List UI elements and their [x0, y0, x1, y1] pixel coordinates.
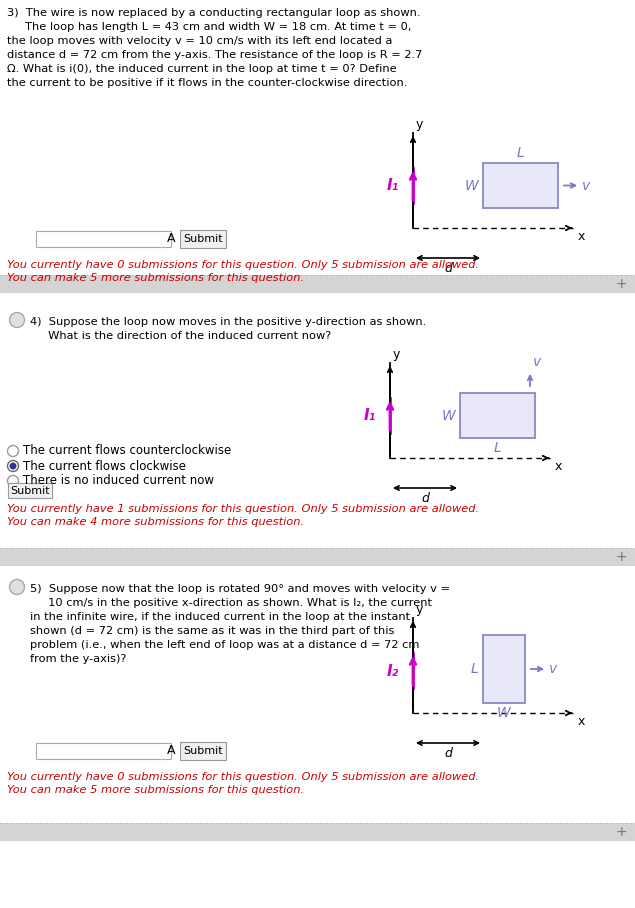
Text: d: d — [421, 492, 429, 505]
Circle shape — [10, 580, 24, 594]
Bar — [180, 742, 226, 760]
Bar — [483, 163, 558, 208]
Text: W: W — [464, 179, 478, 192]
Circle shape — [8, 476, 18, 487]
Text: W: W — [441, 409, 455, 422]
Text: What is the direction of the induced current now?: What is the direction of the induced cur… — [30, 331, 331, 341]
Text: The current flows clockwise: The current flows clockwise — [23, 459, 186, 472]
Text: x: x — [578, 715, 585, 728]
Text: +: + — [615, 277, 627, 291]
Text: v: v — [533, 355, 541, 369]
Text: y: y — [393, 348, 401, 361]
Text: You currently have 0 submissions for this question. Only 5 submission are allowe: You currently have 0 submissions for thi… — [7, 260, 479, 270]
Text: distance d = 72 cm from the y-axis. The resistance of the loop is R = 2.7: distance d = 72 cm from the y-axis. The … — [7, 50, 422, 60]
Text: W: W — [497, 706, 511, 720]
Text: You currently have 1 submissions for this question. Only 5 submission are allowe: You currently have 1 submissions for thi… — [7, 504, 479, 514]
Text: in the infinite wire, if the induced current in the loop at the instant: in the infinite wire, if the induced cur… — [30, 612, 410, 622]
Text: from the y-axis)?: from the y-axis)? — [30, 654, 126, 664]
Text: A: A — [166, 744, 175, 756]
Text: d: d — [444, 262, 452, 275]
Bar — [180, 230, 226, 248]
Circle shape — [10, 462, 17, 469]
Circle shape — [8, 460, 18, 471]
Circle shape — [10, 579, 25, 595]
Text: There is no induced current now: There is no induced current now — [23, 475, 214, 488]
Text: v: v — [549, 662, 558, 676]
Text: y: y — [416, 118, 424, 131]
Bar — [36, 743, 171, 759]
Text: 3)  The wire is now replaced by a conducting rectangular loop as shown.: 3) The wire is now replaced by a conduct… — [7, 8, 420, 18]
Bar — [0, 311, 635, 566]
Text: L: L — [517, 146, 525, 160]
Text: You currently have 0 submissions for this question. Only 5 submission are allowe: You currently have 0 submissions for thi… — [7, 772, 479, 782]
Text: The current flows counterclockwise: The current flows counterclockwise — [23, 445, 231, 458]
Bar — [8, 483, 52, 498]
Text: 4)  Suppose the loop now moves in the positive y-direction as shown.: 4) Suppose the loop now moves in the pos… — [30, 317, 426, 327]
Text: L: L — [471, 662, 478, 676]
Text: x: x — [578, 230, 585, 243]
Text: +: + — [615, 550, 627, 564]
Text: problem (i.e., when the left end of loop was at a distance d = 72 cm: problem (i.e., when the left end of loop… — [30, 640, 419, 650]
Bar — [0, 823, 635, 841]
Bar — [0, 578, 635, 841]
Text: x: x — [555, 460, 563, 473]
Text: 10 cm/s in the positive x-direction as shown. What is I₂, the current: 10 cm/s in the positive x-direction as s… — [30, 598, 432, 608]
Bar — [460, 393, 535, 438]
Circle shape — [10, 312, 25, 328]
Circle shape — [8, 446, 18, 457]
Bar — [0, 548, 635, 566]
Text: I₂: I₂ — [387, 664, 399, 678]
Text: the current to be positive if it flows in the counter-clockwise direction.: the current to be positive if it flows i… — [7, 78, 408, 88]
Text: 5)  Suppose now that the loop is rotated 90° and moves with velocity v =: 5) Suppose now that the loop is rotated … — [30, 584, 450, 594]
Text: A: A — [166, 232, 175, 244]
Text: I₁: I₁ — [364, 409, 376, 423]
Text: +: + — [615, 825, 627, 839]
Text: Submit: Submit — [10, 486, 50, 496]
Text: You can make 4 more submissions for this question.: You can make 4 more submissions for this… — [7, 517, 304, 527]
Text: You can make 5 more submissions for this question.: You can make 5 more submissions for this… — [7, 785, 304, 795]
Text: The loop has length L = 43 cm and width W = 18 cm. At time t = 0,: The loop has length L = 43 cm and width … — [7, 22, 411, 32]
Text: shown (d = 72 cm) is the same as it was in the third part of this: shown (d = 72 cm) is the same as it was … — [30, 626, 394, 636]
Text: You can make 5 more submissions for this question.: You can make 5 more submissions for this… — [7, 273, 304, 283]
Bar — [0, 0, 635, 293]
Text: Submit: Submit — [183, 746, 223, 756]
Bar — [0, 275, 635, 293]
Text: v: v — [582, 179, 591, 192]
Text: Submit: Submit — [183, 234, 223, 244]
Text: Ω. What is i(0), the induced current in the loop at time t = 0? Define: Ω. What is i(0), the induced current in … — [7, 64, 397, 74]
Text: y: y — [416, 603, 424, 616]
Text: I₁: I₁ — [387, 179, 399, 193]
Text: L: L — [493, 441, 502, 455]
Bar — [36, 231, 171, 247]
Bar — [483, 635, 525, 703]
Text: the loop moves with velocity v = 10 cm/s with its left end located a: the loop moves with velocity v = 10 cm/s… — [7, 36, 392, 46]
Text: d: d — [444, 747, 452, 760]
Circle shape — [10, 313, 24, 327]
